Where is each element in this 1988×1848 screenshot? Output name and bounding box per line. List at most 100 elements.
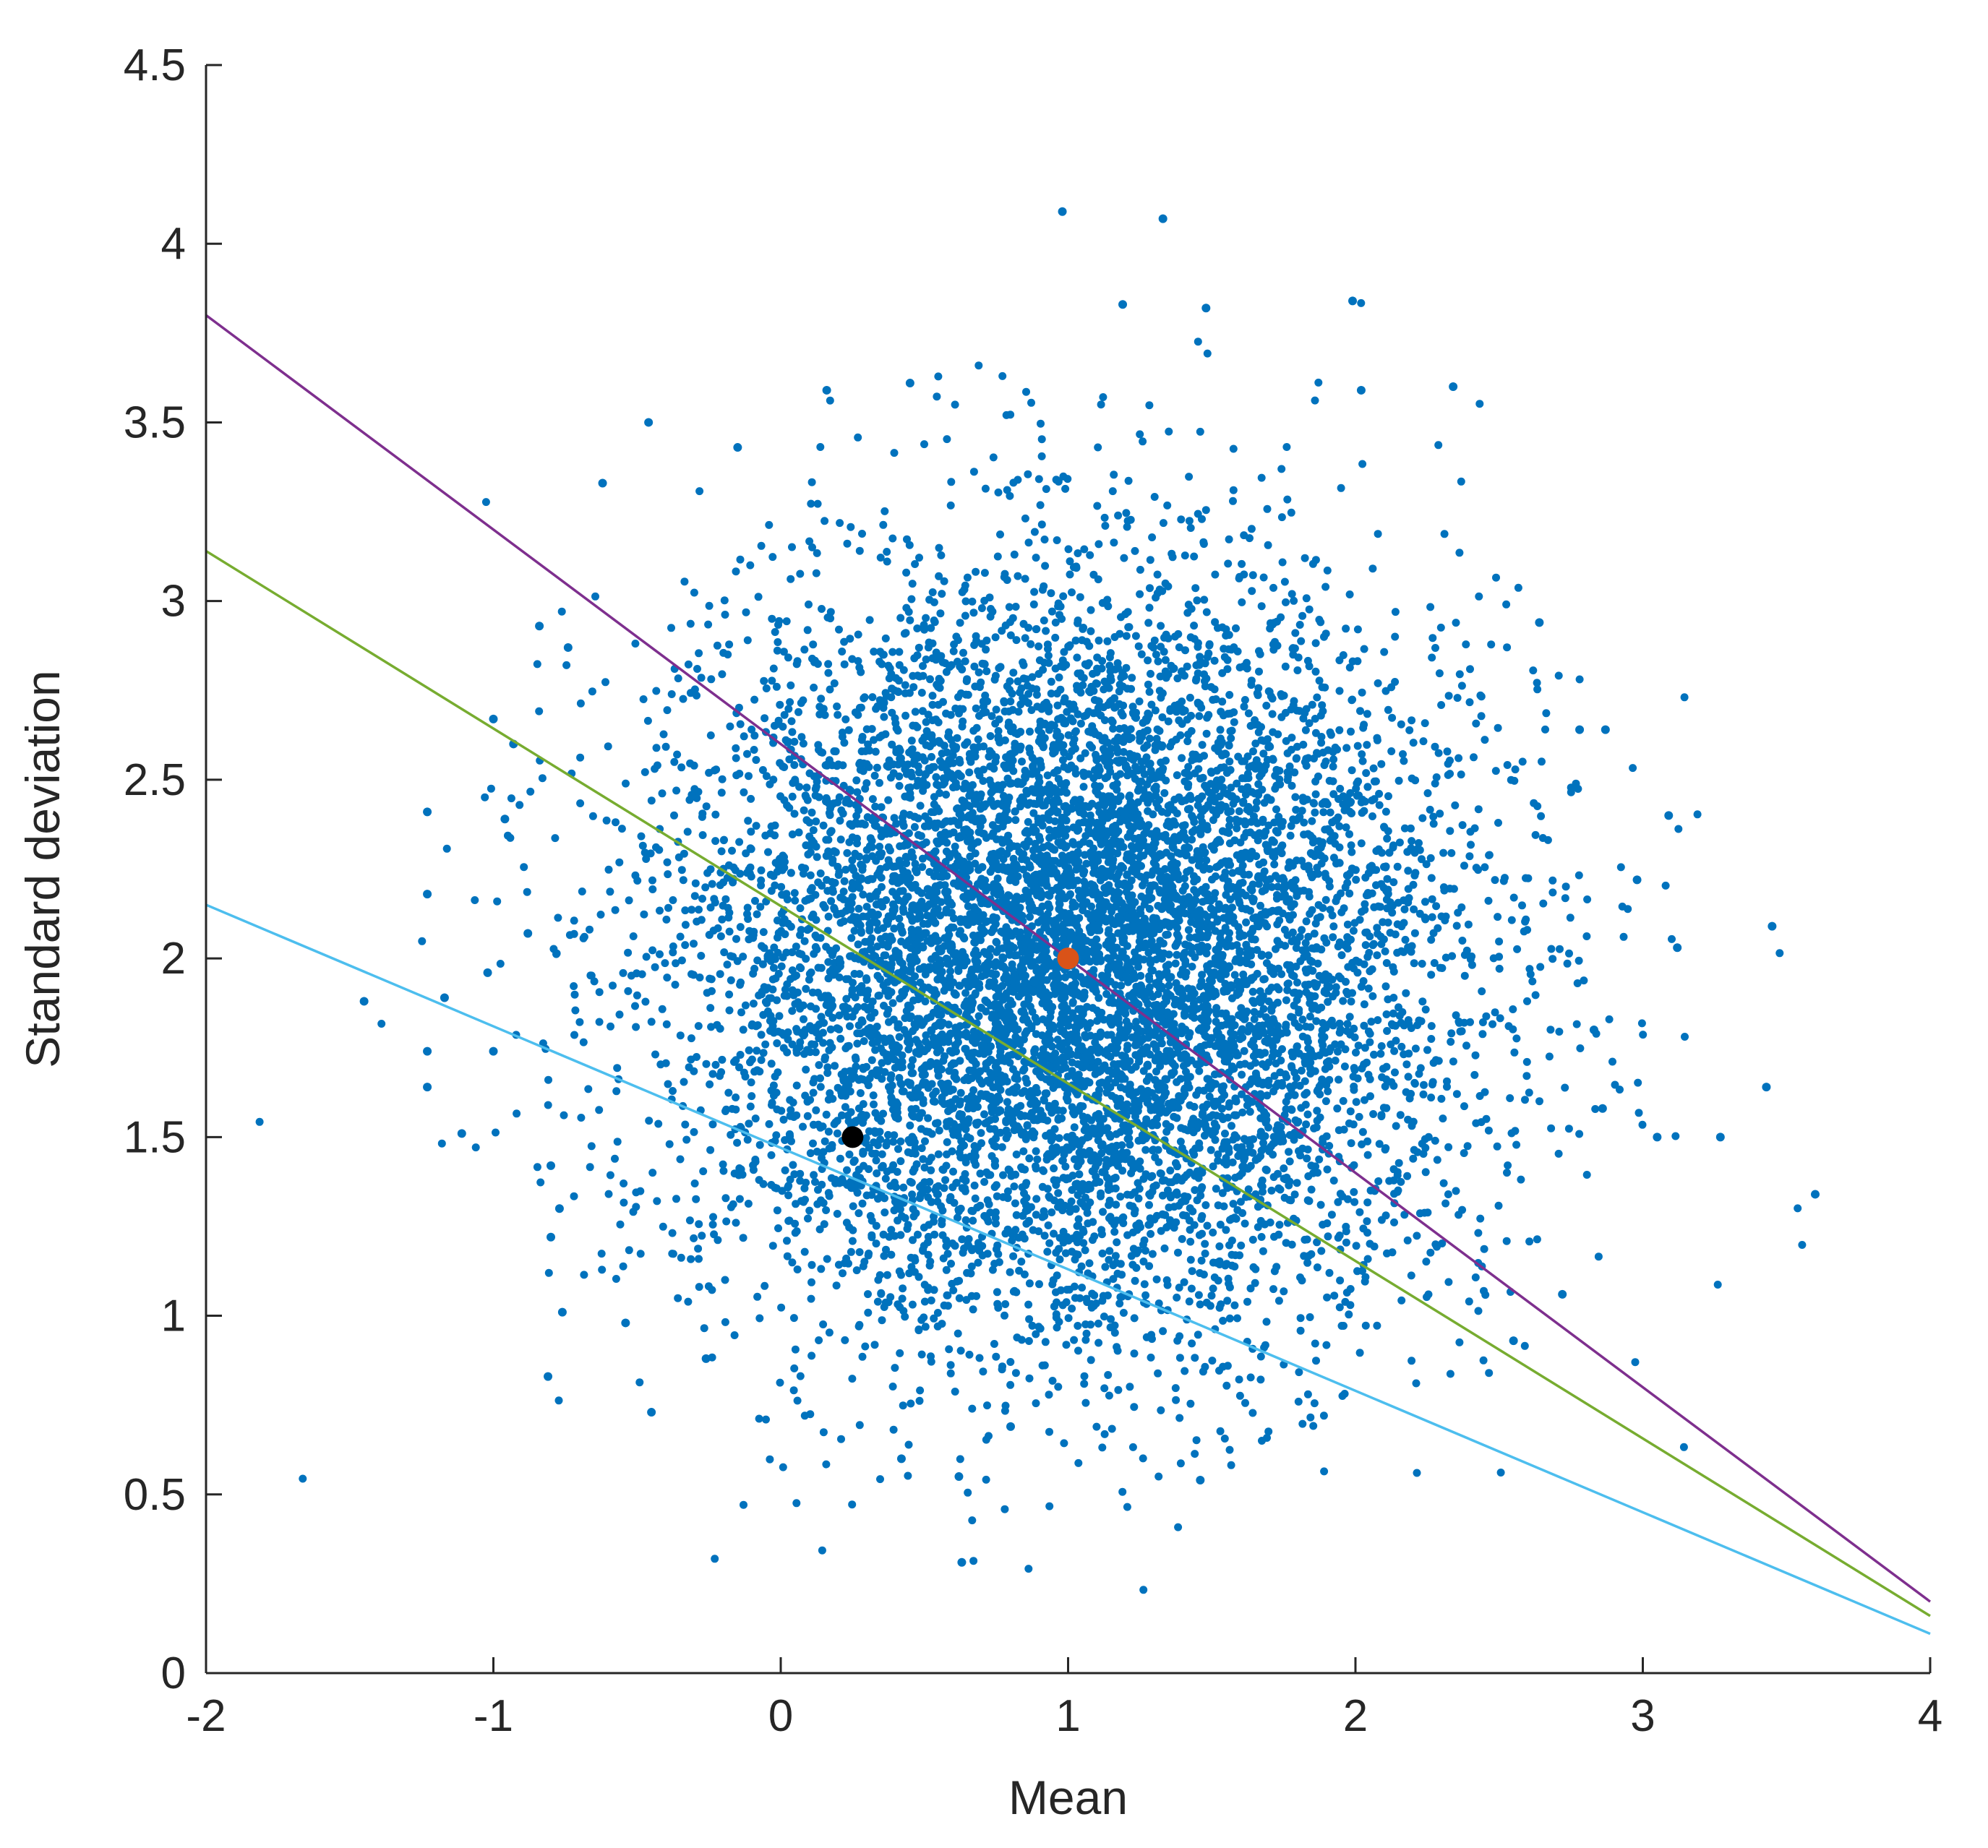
cloud-point xyxy=(733,1138,742,1147)
cloud-point xyxy=(908,580,917,588)
cloud-point xyxy=(1163,930,1172,939)
cloud-point xyxy=(855,1248,864,1256)
cloud-point xyxy=(1504,1161,1512,1169)
cloud-point xyxy=(1042,485,1050,494)
cloud-point xyxy=(1511,765,1520,774)
cloud-point xyxy=(870,1100,878,1109)
cloud-point xyxy=(1474,1229,1483,1237)
cloud-point xyxy=(1380,648,1389,656)
cloud-point xyxy=(761,1281,769,1290)
cloud-point xyxy=(1408,837,1416,846)
cloud-point xyxy=(1295,1147,1303,1156)
cloud-point xyxy=(1454,908,1462,917)
cloud-point xyxy=(1118,1166,1127,1175)
cloud-point xyxy=(1038,1166,1047,1174)
cloud-point xyxy=(1426,603,1435,611)
cloud-point xyxy=(1101,522,1110,530)
cloud-point xyxy=(946,967,955,976)
cloud-point xyxy=(702,1060,711,1068)
cloud-point xyxy=(819,1320,828,1328)
cloud-point xyxy=(1163,1281,1172,1289)
cloud-point xyxy=(774,1224,782,1232)
cloud-point xyxy=(807,1294,815,1303)
cloud-point xyxy=(840,877,849,885)
cloud-point xyxy=(1460,1149,1468,1157)
cloud-point xyxy=(803,626,812,635)
cloud-point xyxy=(707,975,716,984)
cloud-point xyxy=(1040,1361,1049,1370)
cloud-point xyxy=(481,498,490,507)
cloud-point xyxy=(994,1250,1003,1258)
cloud-point xyxy=(620,1179,628,1187)
cloud-point xyxy=(1478,1030,1487,1039)
cloud-point xyxy=(902,568,911,577)
cloud-point xyxy=(803,926,812,934)
cloud-point xyxy=(1203,1100,1212,1109)
cloud-point xyxy=(669,942,677,950)
cloud-point xyxy=(1047,689,1055,698)
cloud-point xyxy=(1385,1177,1394,1185)
cloud-point xyxy=(1329,762,1337,771)
cloud-point xyxy=(839,888,848,896)
cloud-point xyxy=(1113,1269,1122,1278)
cloud-point xyxy=(1145,1262,1154,1271)
cloud-point xyxy=(922,1031,930,1039)
cloud-point xyxy=(993,552,1002,561)
cloud-point xyxy=(854,940,862,949)
cloud-point xyxy=(437,1139,446,1148)
cloud-point xyxy=(679,695,687,703)
cloud-point xyxy=(1288,590,1296,598)
cloud-point xyxy=(1347,727,1355,736)
cloud-point xyxy=(986,732,995,740)
cloud-point xyxy=(1296,1314,1305,1323)
cloud-point xyxy=(1181,646,1189,655)
cloud-point xyxy=(1574,871,1583,880)
cloud-point xyxy=(982,645,990,654)
cloud-point xyxy=(790,889,799,898)
cloud-point xyxy=(1144,760,1153,769)
cloud-point xyxy=(1248,1235,1257,1244)
cloud-point xyxy=(747,828,755,836)
cloud-point xyxy=(910,822,919,831)
cloud-point xyxy=(1492,573,1500,582)
cloud-point xyxy=(1021,1135,1030,1143)
cloud-point xyxy=(755,1314,764,1323)
cloud-point xyxy=(1209,1228,1217,1237)
cloud-point xyxy=(1276,1185,1285,1194)
cloud-point xyxy=(619,1262,627,1271)
cloud-point xyxy=(918,854,927,863)
cloud-point xyxy=(947,923,956,932)
cloud-point xyxy=(1216,726,1225,734)
cloud-point xyxy=(969,468,978,476)
cloud-point xyxy=(818,605,826,613)
cloud-point xyxy=(1196,812,1205,821)
cloud-point xyxy=(1094,790,1102,799)
cloud-point xyxy=(1232,624,1240,632)
cloud-point xyxy=(609,981,617,990)
cloud-point xyxy=(1032,685,1041,694)
cloud-point xyxy=(710,895,719,903)
cloud-point xyxy=(716,1072,724,1080)
cloud-point xyxy=(624,948,633,957)
cloud-point xyxy=(1100,1430,1109,1438)
cloud-point xyxy=(1353,968,1362,977)
cloud-point xyxy=(1238,785,1246,794)
cloud-point xyxy=(788,543,796,551)
cloud-point xyxy=(1368,812,1376,820)
cloud-point xyxy=(1345,807,1354,816)
cloud-point xyxy=(790,809,799,818)
cloud-point xyxy=(914,830,922,839)
cloud-point xyxy=(1111,1184,1120,1192)
cloud-point xyxy=(752,822,761,830)
cloud-point xyxy=(1391,930,1400,939)
cloud-point xyxy=(1190,622,1199,630)
cloud-point xyxy=(1003,849,1011,858)
cloud-point xyxy=(1427,874,1436,882)
cloud-point xyxy=(1089,1218,1097,1226)
cloud-point xyxy=(1382,959,1391,967)
cloud-point xyxy=(962,1296,971,1305)
cloud-point xyxy=(1277,465,1286,473)
cloud-point xyxy=(1252,798,1261,807)
cloud-point xyxy=(1078,636,1087,645)
